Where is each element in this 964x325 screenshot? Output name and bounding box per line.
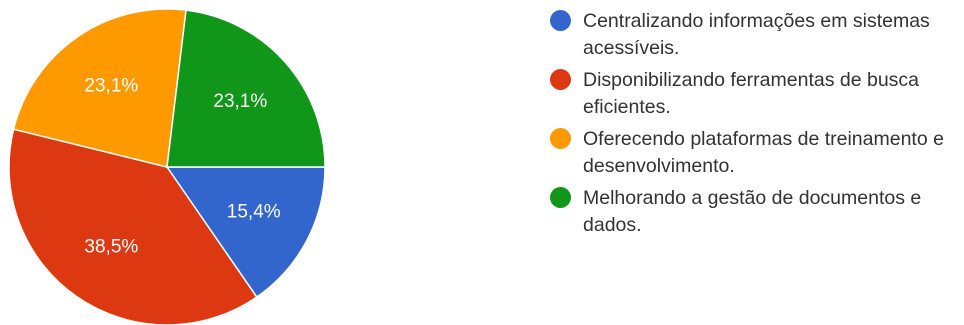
pie-slice-label-0: 15,4% (227, 202, 281, 223)
pie-slice-label-3: 23,1% (213, 91, 267, 112)
pie-slice-0[interactable] (165, 166, 326, 299)
pie-slices (8, 8, 326, 325)
legend-label: Oferecendo plataformas de treinamento e … (583, 128, 944, 177)
legend-label: Centralizando informações em sistemas ac… (583, 10, 930, 59)
legend-label: Melhorando a gestão de documentos e dado… (583, 187, 922, 236)
legend-swatch-blue (550, 10, 571, 31)
pie-slice-label-2: 23,1% (84, 75, 138, 96)
pie-chart: 15,4% 38,5% 23,1% 23,1% (8, 8, 326, 325)
pie-slice-2[interactable] (12, 8, 187, 168)
legend-swatch-red (550, 69, 571, 90)
legend-item-melhorando[interactable]: Melhorando a gestão de documentos e dado… (550, 185, 962, 239)
legend: Centralizando informações em sistemas ac… (550, 8, 962, 244)
legend-item-centralizando[interactable]: Centralizando informações em sistemas ac… (550, 8, 962, 62)
pie-slice-labels: 15,4% 38,5% 23,1% 23,1% (84, 75, 280, 257)
legend-swatch-orange (550, 128, 571, 149)
legend-label: Disponibilizando ferramentas de busca ef… (583, 69, 920, 118)
pie-slice-3[interactable] (166, 9, 326, 168)
legend-item-oferecendo[interactable]: Oferecendo plataformas de treinamento e … (550, 126, 962, 180)
pie-slice-label-1: 38,5% (84, 237, 138, 258)
legend-swatch-green (550, 187, 571, 208)
pie-slice-1[interactable] (8, 128, 258, 325)
legend-item-disponibilizando[interactable]: Disponibilizando ferramentas de busca ef… (550, 67, 962, 121)
